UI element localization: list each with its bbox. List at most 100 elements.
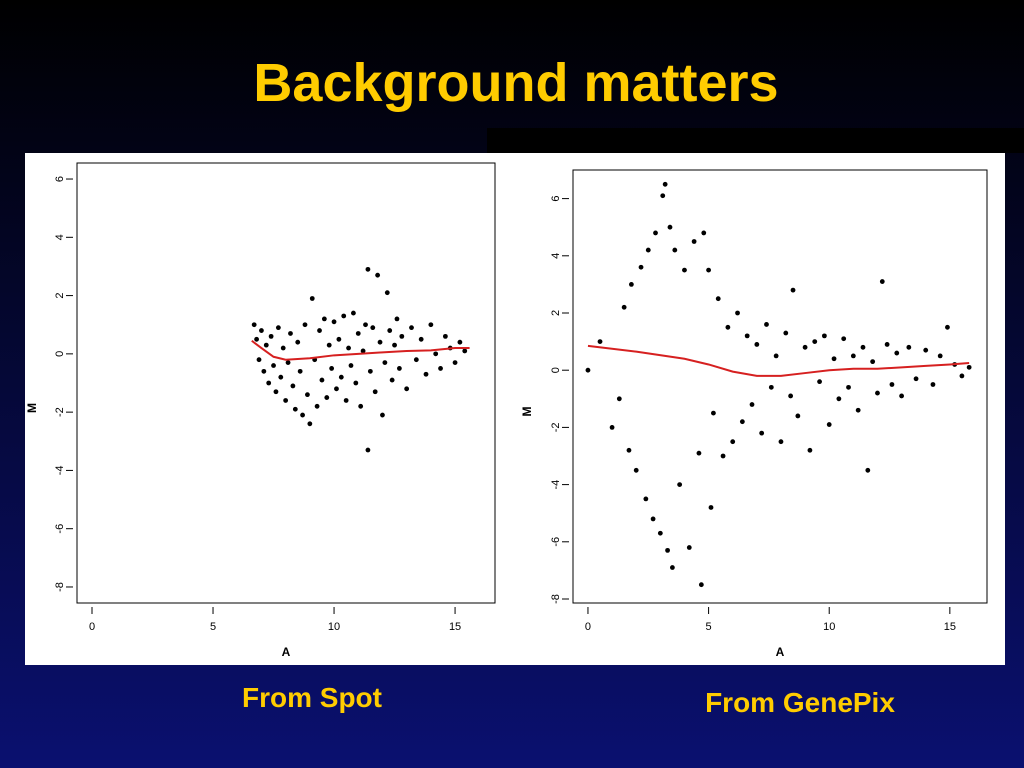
data-point: [715, 296, 721, 302]
data-point: [336, 336, 342, 342]
data-point: [665, 547, 670, 553]
y-tick-label: 6: [550, 196, 562, 202]
data-point: [744, 333, 750, 339]
data-point: [879, 279, 885, 284]
data-point: [363, 322, 368, 328]
data-point: [273, 389, 279, 395]
data-point: [360, 348, 366, 354]
data-point: [735, 310, 740, 316]
data-point: [788, 393, 794, 399]
data-point: [254, 336, 259, 342]
data-point: [326, 342, 332, 348]
data-point: [739, 419, 745, 425]
data-point: [875, 390, 880, 396]
data-point: [802, 344, 808, 350]
data-point: [870, 359, 876, 365]
data-point: [302, 322, 308, 328]
y-axis-label: M: [25, 403, 39, 413]
data-point: [297, 368, 303, 374]
data-point: [442, 333, 448, 339]
data-point: [275, 325, 281, 331]
x-axis-label: A: [282, 645, 291, 659]
caption: From Spot: [242, 682, 382, 713]
data-point: [768, 384, 774, 390]
x-tick-label: 10: [328, 621, 340, 633]
data-point: [855, 407, 861, 413]
data-point: [324, 395, 330, 400]
data-point: [643, 496, 649, 502]
data-point: [865, 467, 871, 473]
data-point: [377, 339, 383, 345]
data-point: [691, 239, 697, 244]
data-point: [841, 336, 847, 342]
data-point: [295, 339, 301, 345]
data-point: [321, 316, 327, 322]
data-point: [428, 322, 434, 328]
data-point: [657, 530, 663, 536]
data-point: [307, 421, 313, 427]
data-point: [278, 374, 284, 380]
data-point: [288, 331, 293, 336]
data-point: [696, 450, 702, 456]
data-point: [438, 366, 443, 371]
data-point: [711, 410, 716, 416]
y-tick-label: -6: [54, 524, 66, 534]
data-point: [650, 516, 656, 522]
data-point: [708, 505, 714, 510]
data-point: [384, 290, 390, 296]
data-point: [263, 342, 269, 348]
data-point: [394, 316, 400, 322]
data-point: [923, 347, 929, 353]
data-point: [846, 384, 851, 390]
x-tick-label: 10: [823, 621, 835, 633]
data-point: [319, 377, 325, 383]
data-point: [292, 406, 298, 412]
data-point: [256, 357, 262, 363]
data-point: [894, 350, 900, 356]
data-point: [423, 371, 429, 377]
data-point: [817, 379, 822, 385]
data-point: [698, 582, 704, 588]
data-point: [899, 393, 904, 399]
data-point: [259, 328, 264, 333]
x-tick-label: 5: [706, 621, 712, 633]
data-point: [351, 310, 356, 316]
x-axis-label: A: [776, 645, 785, 659]
y-tick-label: -4: [550, 480, 562, 490]
data-point: [754, 342, 760, 347]
data-point: [585, 367, 591, 373]
data-point: [271, 363, 276, 368]
data-point: [645, 247, 651, 253]
data-point: [387, 328, 393, 333]
y-tick-label: -2: [54, 407, 66, 417]
data-point: [329, 366, 335, 371]
data-point: [396, 366, 402, 371]
y-axis-label: M: [520, 407, 534, 417]
y-tick-label: 6: [54, 176, 66, 182]
data-point: [701, 230, 707, 236]
y-tick-label: 4: [550, 253, 562, 259]
data-point: [764, 322, 769, 327]
x-tick-label: 5: [210, 621, 216, 633]
data-point: [889, 382, 895, 387]
data-point: [358, 403, 364, 409]
data-point: [346, 345, 351, 351]
data-point: [399, 333, 405, 339]
data-point: [884, 342, 890, 347]
data-point: [621, 304, 627, 310]
data-point: [462, 348, 468, 354]
slide-title: Background matters: [253, 53, 778, 113]
data-point: [389, 377, 395, 383]
data-point: [677, 482, 683, 487]
plot-frame: [76, 162, 496, 604]
data-point: [261, 368, 267, 374]
data-point: [790, 287, 796, 293]
data-point: [309, 296, 315, 301]
data-point: [959, 373, 965, 379]
y-tick-label: -2: [550, 423, 562, 433]
data-point: [285, 360, 291, 366]
data-point: [266, 380, 272, 386]
data-point: [338, 374, 344, 380]
y-tick-label: 2: [54, 293, 66, 299]
